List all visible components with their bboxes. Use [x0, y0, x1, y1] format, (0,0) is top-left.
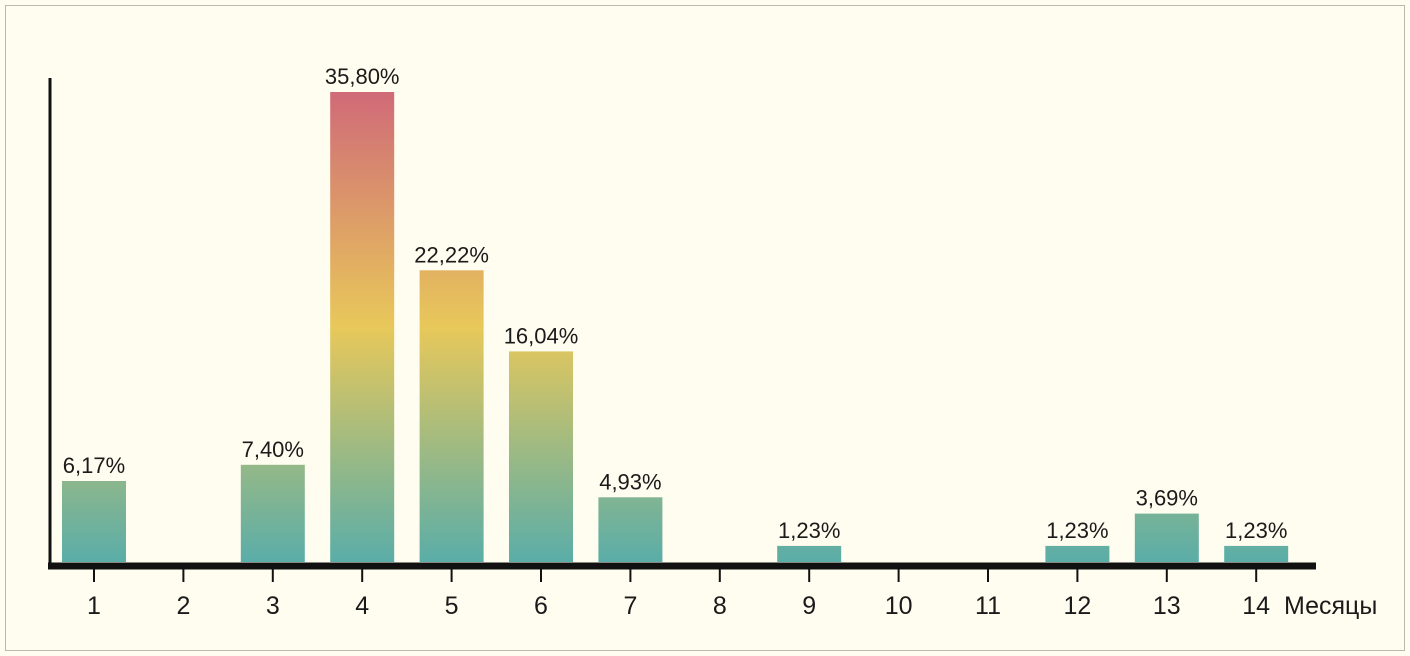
bar-value-label-3: 7,40% [242, 437, 304, 462]
bar-9 [777, 545, 842, 562]
bar-3 [240, 464, 305, 562]
bar-value-label-6: 16,04% [504, 323, 579, 348]
x-tick-labels-group: 1 2 3 4 5 6 7 8 9 10 11 12 13 14 [87, 592, 1270, 620]
x-tick-label-14: 14 [1242, 592, 1270, 620]
x-axis-title: Месяцы [1284, 592, 1377, 620]
bar-7 [598, 497, 663, 562]
bar-value-label-7: 4,93% [599, 469, 661, 494]
x-tick-label-11: 11 [975, 592, 1001, 620]
x-tick-label-10: 10 [885, 592, 913, 620]
x-tick-label-5: 5 [445, 592, 459, 620]
x-tick-label-13: 13 [1153, 592, 1181, 620]
x-tick-label-7: 7 [623, 592, 637, 620]
bar-5 [419, 270, 484, 562]
bar-12 [1045, 545, 1110, 562]
value-labels-group: 6,17% 7,40% 35,80% 22,22% 16,04% 4,93% 1,23% 1,… [63, 64, 1288, 543]
x-ticks-group [93, 569, 1258, 582]
bar-value-label-13: 3,69% [1136, 486, 1198, 511]
bar-13 [1134, 513, 1199, 562]
x-tick-label-2: 2 [176, 592, 190, 620]
bar-value-label-14: 1,23% [1225, 518, 1287, 543]
bar-value-label-9: 1,23% [778, 518, 840, 543]
bars-group [62, 92, 1289, 562]
x-tick-label-12: 12 [1063, 592, 1091, 620]
x-tick-label-6: 6 [534, 592, 548, 620]
bar-value-label-4: 35,80% [325, 64, 400, 89]
bar-value-label-12: 1,23% [1046, 518, 1108, 543]
bar-4 [330, 92, 395, 562]
bar-14 [1224, 545, 1289, 562]
x-tick-label-8: 8 [713, 592, 727, 620]
x-tick-label-1: 1 [87, 592, 101, 620]
bar-6 [509, 351, 573, 562]
bar-value-label-5: 22,22% [414, 242, 489, 267]
x-tick-label-3: 3 [266, 592, 280, 620]
x-tick-label-9: 9 [802, 592, 816, 620]
bar-value-label-1: 6,17% [63, 453, 125, 478]
x-tick-label-4: 4 [355, 592, 369, 620]
bar-1 [62, 481, 126, 562]
